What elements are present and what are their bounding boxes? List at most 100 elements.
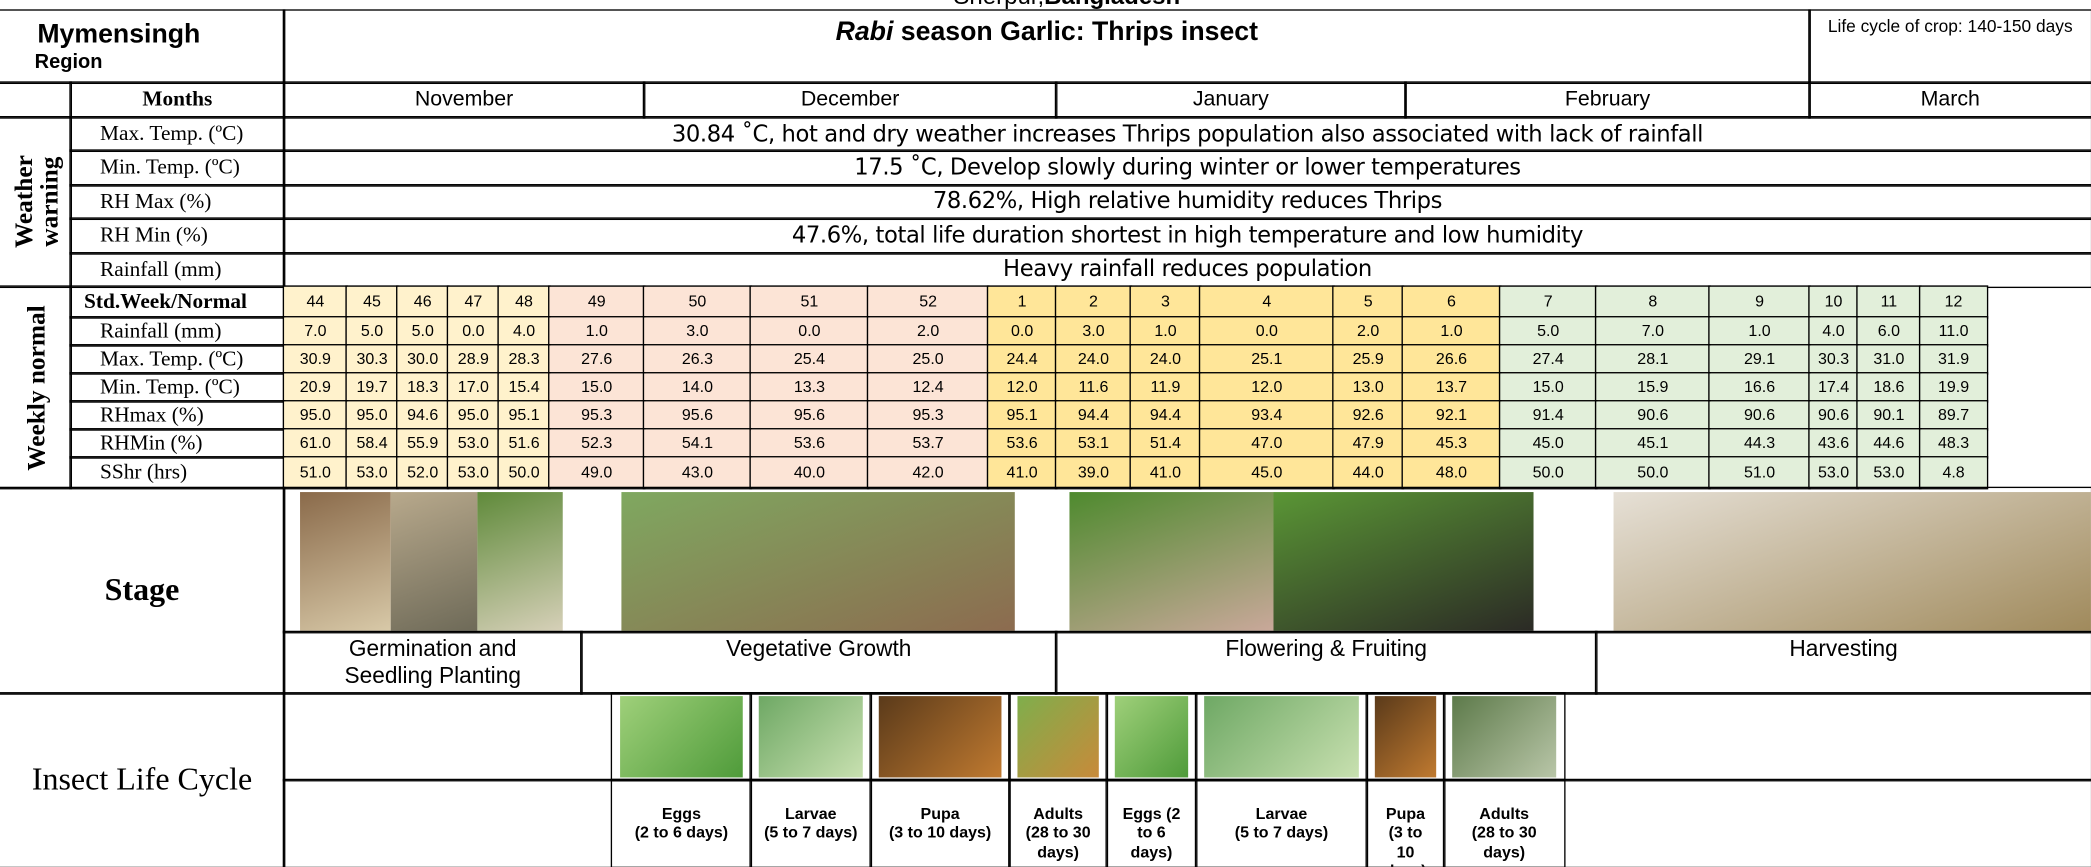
weekly-value: 45.0 — [1200, 457, 1333, 488]
weekly-value: 30.3 — [347, 345, 398, 373]
warning-text: 47.6%, total life duration shortest in h… — [284, 219, 2091, 253]
weekly-value: 15.0 — [1500, 373, 1596, 401]
row-label: Rainfall (mm) — [71, 317, 284, 345]
weekly-value: 26.3 — [644, 345, 751, 373]
weekly-value: 53.6 — [988, 429, 1056, 457]
weekly-value: 18.3 — [397, 373, 448, 401]
weekly-value: 25.4 — [751, 345, 868, 373]
insect-label: Insect Life Cycle — [0, 693, 284, 866]
weekly-value: 25.1 — [1200, 345, 1333, 373]
weekly-value: 15.9 — [1596, 373, 1709, 401]
weekly-value: 11.0 — [1920, 317, 1987, 345]
weekly-value: 95.6 — [644, 401, 751, 429]
weekly-value: 94.4 — [1056, 401, 1131, 429]
weekly-value: 24.4 — [988, 345, 1056, 373]
weekly-value: 51.0 — [284, 457, 347, 488]
week: 1 — [988, 287, 1056, 318]
weekly-value: 13.3 — [751, 373, 868, 401]
weekly-value: 17.4 — [1810, 373, 1858, 401]
row-label: RH Max (%) — [71, 185, 284, 219]
weekly-value: 95.0 — [448, 401, 499, 429]
weekly-value: 4.0 — [1810, 317, 1858, 345]
weekly-value: 2.0 — [1334, 317, 1403, 345]
weekly-value: 41.0 — [1131, 457, 1200, 488]
week: 3 — [1131, 287, 1200, 318]
weekly-value: 94.4 — [1131, 401, 1200, 429]
weekly-value: 53.0 — [448, 429, 499, 457]
weekly-value: 90.6 — [1710, 401, 1810, 429]
weekly-value: 19.7 — [347, 373, 398, 401]
row-label: Max. Temp. (ºC) — [71, 345, 284, 373]
weekly-value: 5.0 — [347, 317, 398, 345]
weekly-value: 7.0 — [1596, 317, 1709, 345]
stage-name: Harvesting — [1596, 632, 2091, 693]
weekly-value: 61.0 — [284, 429, 347, 457]
weekly-value: 53.1 — [1056, 429, 1131, 457]
month: February — [1406, 83, 1810, 118]
week: 50 — [644, 287, 751, 318]
weekly-value: 25.0 — [868, 345, 988, 373]
blank — [0, 83, 71, 118]
week: 48 — [499, 287, 550, 318]
weekly-value: 95.6 — [751, 401, 868, 429]
week: 7 — [1500, 287, 1596, 318]
photo — [1452, 696, 1556, 777]
insect-stage: Pupa (3 to 10 days) — [871, 780, 1010, 867]
insect-stage: Eggs (2 to 6 days) — [612, 780, 751, 867]
months-label: Months — [71, 83, 284, 118]
weekly-value: 58.4 — [347, 429, 398, 457]
row-label: RH Min (%) — [71, 219, 284, 253]
row-label: SShr (hrs) — [71, 457, 284, 488]
weekly-value: 53.0 — [1810, 457, 1858, 488]
row-label: Rainfall (mm) — [71, 253, 284, 287]
photo — [300, 492, 391, 631]
week: 8 — [1596, 287, 1709, 318]
weekly-value: 40.0 — [751, 457, 868, 488]
weekly-value: 12.4 — [868, 373, 988, 401]
weekly-value: 30.9 — [284, 345, 347, 373]
weekly-value: 18.6 — [1858, 373, 1921, 401]
weekly-value: 54.1 — [644, 429, 751, 457]
weekly-value: 43.0 — [644, 457, 751, 488]
row-label: RHmax (%) — [71, 401, 284, 429]
weekly-value: 17.0 — [448, 373, 499, 401]
weekly-value: 26.6 — [1403, 345, 1500, 373]
week: 11 — [1858, 287, 1921, 318]
warning-text: 78.62%, High relative humidity reduces T… — [284, 185, 2091, 219]
photo — [1273, 492, 1533, 631]
insect-stage: Larvae (5 to 7 days) — [751, 780, 871, 867]
weekly-value: 14.0 — [644, 373, 751, 401]
weather-label: Weather warning — [11, 117, 64, 286]
weekly-value: 27.6 — [549, 345, 644, 373]
month: March — [1810, 83, 2091, 118]
weekly-value: 28.3 — [499, 345, 550, 373]
weekly-value: 48.3 — [1920, 429, 1987, 457]
weekly-value: 50.0 — [1596, 457, 1709, 488]
weekly-value: 0.0 — [1200, 317, 1333, 345]
weekly-value: 93.4 — [1200, 401, 1333, 429]
week: 44 — [284, 287, 347, 318]
week: 45 — [347, 287, 398, 318]
week: 5 — [1334, 287, 1403, 318]
page: Sherpur, BangladeshMymensinghRegionRabi … — [0, 0, 2091, 861]
weekly-value: 94.6 — [397, 401, 448, 429]
region: Region — [35, 51, 103, 75]
photo — [759, 696, 863, 777]
weekly-value: 44.6 — [1858, 429, 1921, 457]
week: 10 — [1810, 287, 1858, 318]
weekly-value: 11.9 — [1131, 373, 1200, 401]
month: January — [1056, 83, 1405, 118]
title-cell: Rabi season Garlic: Thrips insect — [284, 11, 1810, 83]
weekly-value: 5.0 — [1500, 317, 1596, 345]
weekly-value: 24.0 — [1131, 345, 1200, 373]
weekly-value: 29.1 — [1710, 345, 1810, 373]
weekly-value: 28.9 — [448, 345, 499, 373]
photo — [1204, 696, 1359, 777]
caption-bold: Bangladesh — [1044, 0, 1180, 11]
weekly-value: 48.0 — [1403, 457, 1500, 488]
weekly-value: 47.9 — [1334, 429, 1403, 457]
row-label: Min. Temp. (ºC) — [71, 151, 284, 185]
week: 4 — [1200, 287, 1333, 318]
location: Mymensingh — [37, 19, 200, 51]
weekly-value: 12.0 — [988, 373, 1056, 401]
